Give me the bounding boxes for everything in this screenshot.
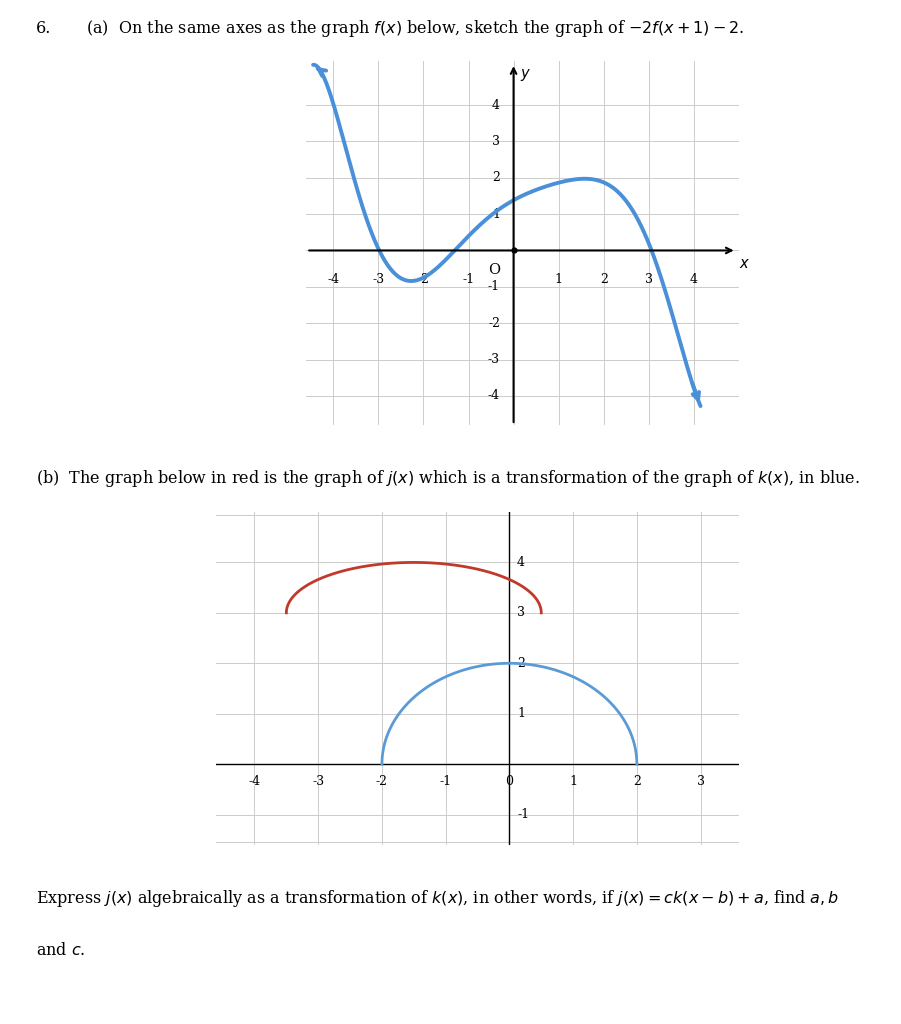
Text: 0: 0 [505, 775, 514, 788]
Text: $y$: $y$ [521, 67, 532, 83]
Text: (b)  The graph below in red is the graph of $j(x)$ which is a transformation of : (b) The graph below in red is the graph … [36, 468, 860, 489]
Text: 1: 1 [569, 775, 578, 788]
Text: 3: 3 [517, 606, 525, 620]
Text: -1: -1 [488, 281, 500, 293]
Text: 3: 3 [696, 775, 705, 788]
Text: $x$: $x$ [739, 257, 750, 271]
Text: 3: 3 [645, 273, 652, 286]
Text: -3: -3 [312, 775, 324, 788]
Text: -4: -4 [488, 389, 500, 402]
Text: -2: -2 [488, 316, 500, 330]
Text: (a)  On the same axes as the graph $f(x)$ below, sketch the graph of $-2f(x+1)-2: (a) On the same axes as the graph $f(x)$… [86, 17, 744, 39]
Text: Express $j(x)$ algebraically as a transformation of $k(x)$, in other words, if $: Express $j(x)$ algebraically as a transf… [36, 888, 840, 909]
Text: O: O [488, 263, 501, 278]
Text: 2: 2 [517, 656, 525, 670]
Text: 1: 1 [492, 208, 500, 220]
Text: -1: -1 [440, 775, 451, 788]
Text: -1: -1 [517, 808, 529, 821]
Text: -4: -4 [327, 273, 340, 286]
Text: 4: 4 [517, 556, 525, 569]
Text: 4: 4 [492, 98, 500, 112]
Text: and $c$.: and $c$. [36, 942, 86, 959]
Text: 2: 2 [600, 273, 607, 286]
Text: 2: 2 [492, 171, 500, 184]
Text: -4: -4 [249, 775, 260, 788]
Text: -2: -2 [417, 273, 430, 286]
Text: 3: 3 [492, 135, 500, 147]
Text: 6.: 6. [36, 19, 51, 37]
Text: 1: 1 [555, 273, 562, 286]
Text: 4: 4 [690, 273, 697, 286]
Text: 2: 2 [633, 775, 641, 788]
Text: -3: -3 [488, 353, 500, 366]
Text: -2: -2 [376, 775, 388, 788]
Text: 1: 1 [517, 708, 525, 720]
Text: -1: -1 [462, 273, 475, 286]
Text: -3: -3 [372, 273, 385, 286]
